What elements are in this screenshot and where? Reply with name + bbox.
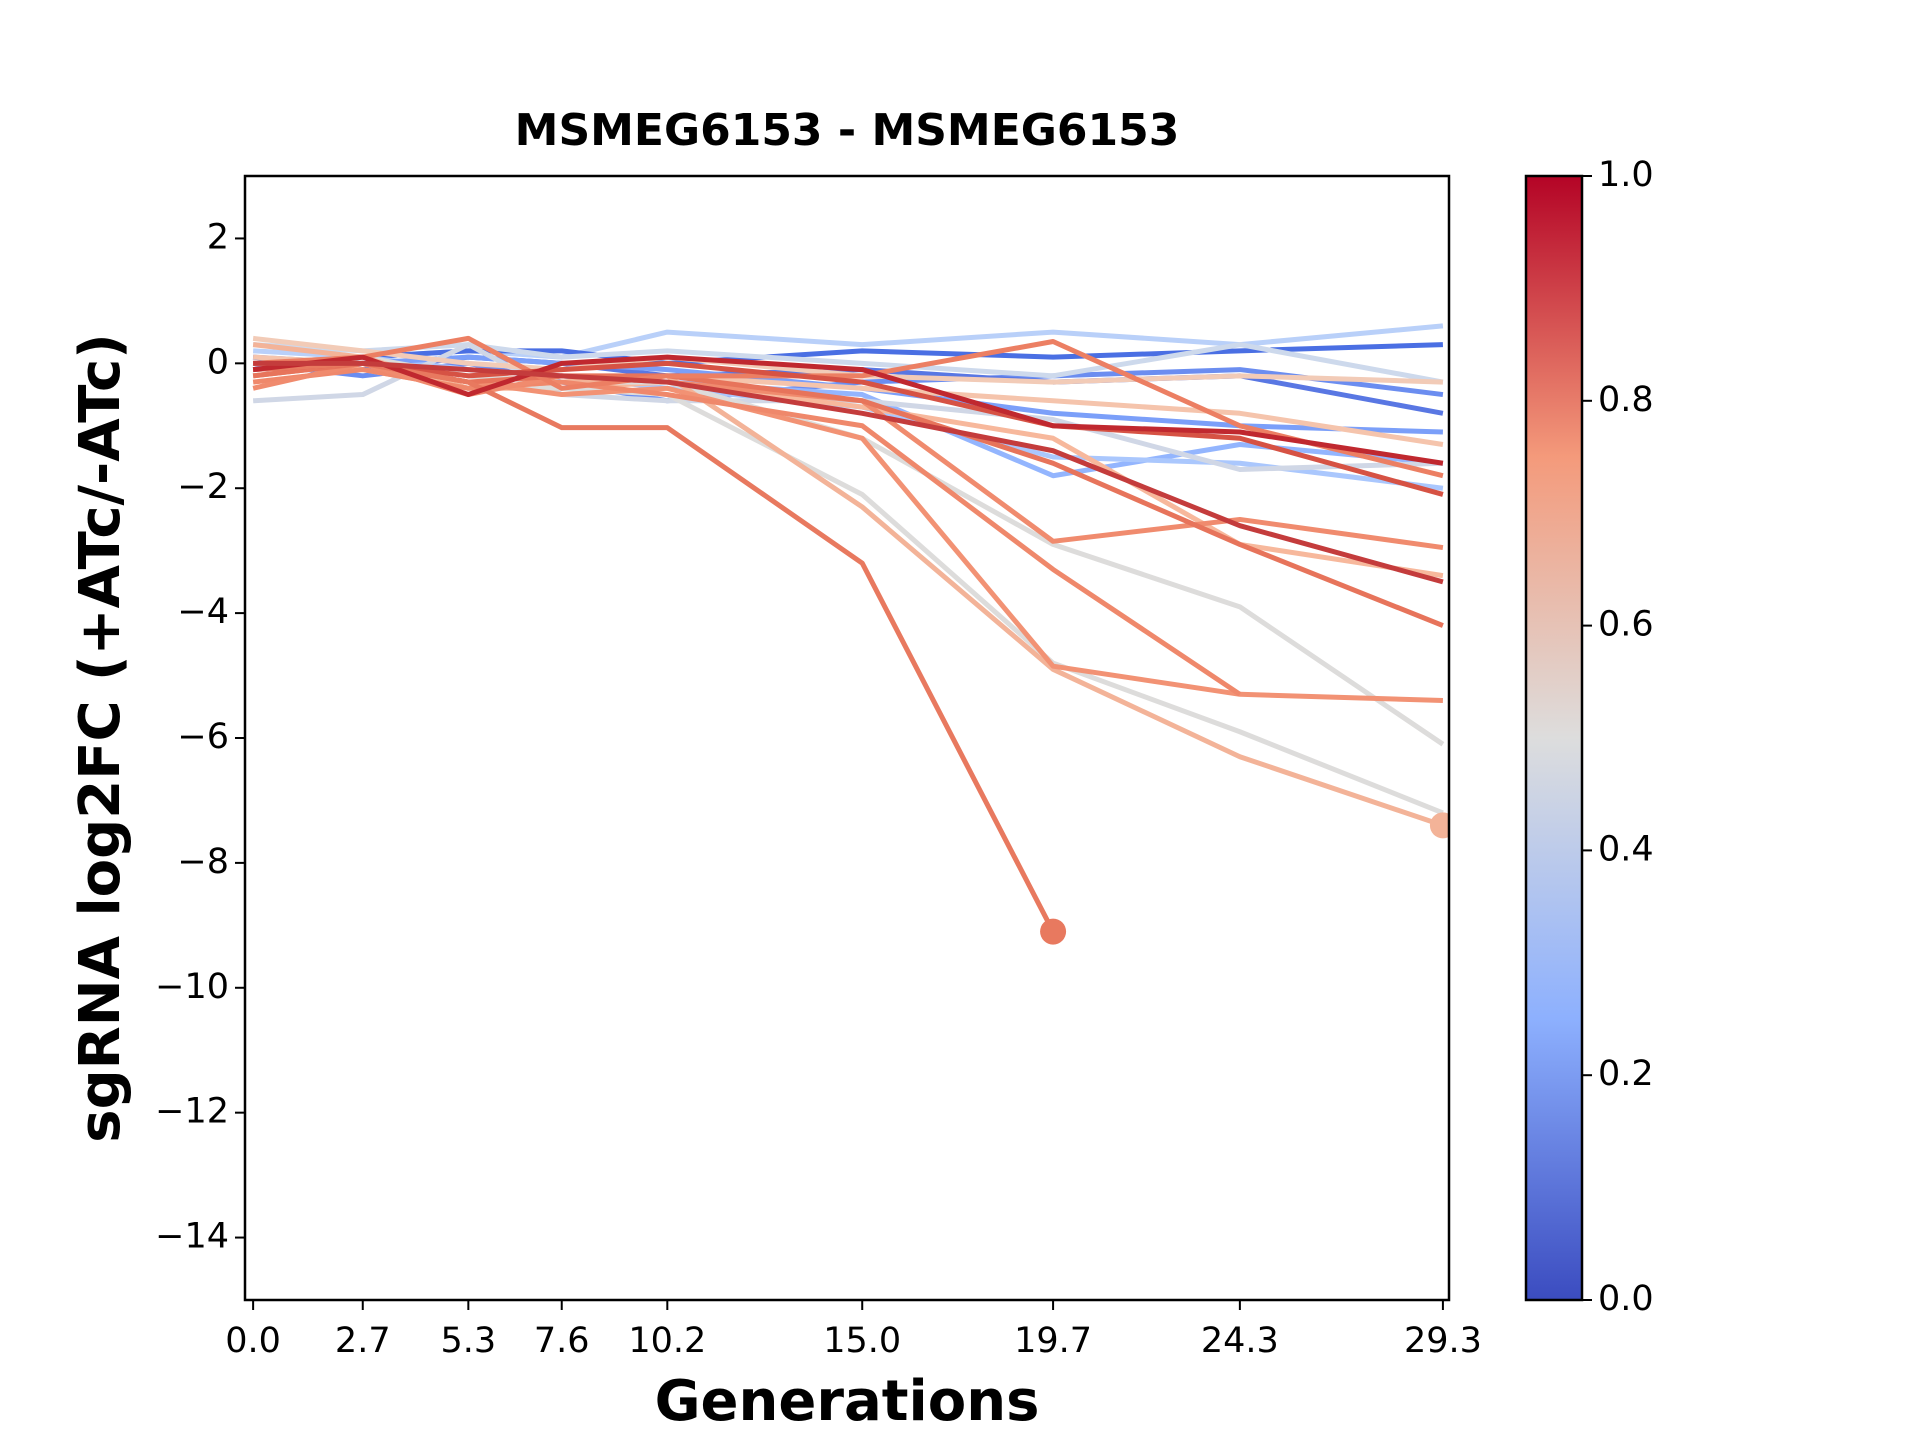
end-marker [1040,918,1067,945]
y-tick-label: −4 [177,592,229,632]
end-marker [1429,812,1449,839]
y-tick-label: 2 [207,217,229,257]
x-tick-label: 24.3 [1201,1321,1279,1361]
colorbar [1524,174,1584,1302]
series-line [253,360,1444,585]
x-tick-label: 0.0 [225,1321,281,1361]
x-tick-label: 5.3 [441,1321,497,1361]
chart-title: MSMEG6153 - MSMEG6153 [515,105,1180,156]
colorbar-tick-label: 0.2 [1598,1054,1654,1094]
x-tick-label: 2.7 [335,1321,391,1361]
y-tick-label: −8 [177,842,229,882]
colorbar-tick-label: 0.6 [1598,605,1654,645]
x-tick-label: 15.0 [823,1321,901,1361]
y-tick-label: −2 [177,467,229,507]
x-tick-label: 10.2 [628,1321,706,1361]
y-tick-label: −10 [155,967,229,1007]
colorbar-tick-label: 1.0 [1598,155,1654,195]
series-line [252,360,1056,933]
colorbar-tick-label: 0.4 [1598,829,1654,869]
colorbar-tick-label: 0.8 [1598,380,1654,420]
y-tick-label: 0 [207,342,229,382]
x-tick-label: 19.7 [1014,1321,1092,1361]
series-line [252,335,1444,479]
y-tick-label: −12 [155,1092,229,1132]
series-line [252,367,1242,697]
plot-area [252,323,1449,945]
x-axis-label: Generations [655,1369,1040,1434]
y-axis-label: sgRNA log2FC (+ATc/-ATc) [68,333,133,1143]
series-line [252,360,1444,551]
series-line [252,354,1444,466]
colorbar-tick-label: 0.0 [1598,1279,1654,1319]
y-tick-label: −14 [155,1217,229,1257]
x-tick-label: 7.6 [534,1321,590,1361]
y-tick-label: −6 [177,717,229,757]
x-tick-label: 29.3 [1404,1321,1482,1361]
